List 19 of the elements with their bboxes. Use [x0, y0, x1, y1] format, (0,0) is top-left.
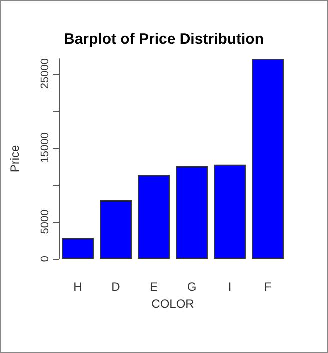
x-tick-label: E [150, 280, 158, 294]
y-tick-label: 0 [40, 256, 52, 262]
y-tick-label: 15000 [40, 132, 52, 164]
bar [138, 175, 170, 259]
x-tick-label: H [74, 280, 82, 294]
bar [62, 238, 94, 259]
x-axis-title: COLOR [152, 296, 195, 311]
bar [252, 59, 284, 259]
bar [100, 200, 132, 259]
y-tick-label: 5000 [40, 210, 52, 234]
bar [176, 166, 208, 259]
chart-title: Barplot of Price Distribution [64, 31, 264, 48]
bar [214, 164, 246, 259]
x-tick-label: G [187, 280, 197, 294]
x-tick-label: D [112, 280, 121, 294]
x-tick-label: I [228, 280, 232, 294]
y-axis-title: Price [8, 145, 22, 173]
y-tick-label: 25000 [40, 58, 52, 90]
x-tick-label: F [264, 280, 272, 294]
